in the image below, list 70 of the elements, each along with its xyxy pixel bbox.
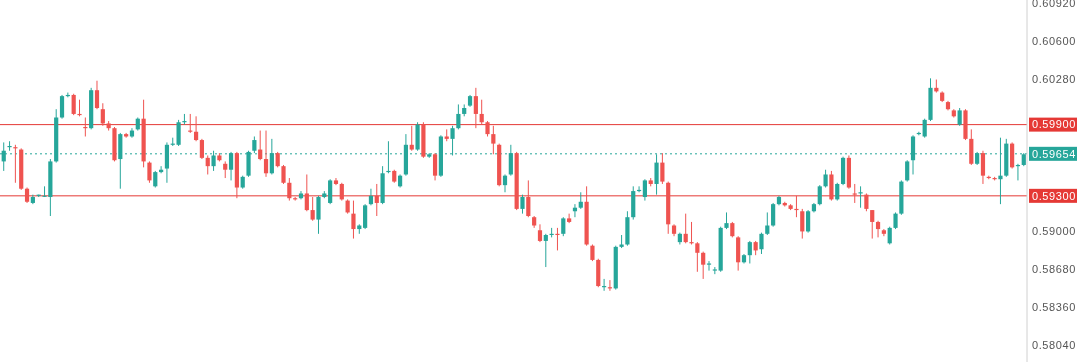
candlestick [747,240,752,264]
candlestick [875,220,881,238]
y-tick-label: 0.59000 [1032,225,1076,238]
candlestick [520,194,525,215]
y-tick-label: 0.60280 [1032,73,1076,86]
candlestick [199,138,205,160]
candlestick [1010,141,1015,170]
y-tick-label: 0.58680 [1032,263,1076,276]
candlestick [695,241,700,273]
candlestick [561,216,566,237]
candlestick [502,173,508,193]
candlestick [479,99,484,126]
candlestick [258,130,263,161]
candlestick [800,208,805,240]
candlestick [316,195,321,235]
y-tick-label: 0.58360 [1032,301,1076,314]
candlestick [771,202,776,228]
candlestick [706,260,712,272]
candlestick [374,183,379,217]
candlestick [543,233,548,268]
candlestick [491,125,496,155]
candlestick [409,125,414,152]
candlestick [765,211,770,236]
candlestick [870,209,875,240]
candlestick [281,164,286,185]
candlestick [473,87,478,129]
candlestick [567,213,572,224]
y-tick-label: 0.58040 [1032,339,1076,352]
candlestick [508,144,513,177]
candlestick [806,209,811,234]
candlestick [689,221,694,245]
candlestick [642,178,647,202]
candlestick [182,113,187,126]
candlestick [852,183,857,204]
candlestick [980,150,986,185]
candlestick [858,185,863,209]
y-tick-label: 0.60920 [1032,0,1076,10]
candlestick [228,151,234,181]
candlestick [193,115,199,142]
candlestick [100,102,105,127]
candlestick [205,154,210,175]
candlestick [701,251,706,280]
candlestick [328,178,333,205]
candlestick [526,179,531,218]
candlestick [922,118,927,139]
candlestick [94,80,100,110]
candlestick [660,152,665,185]
candlestick [147,160,152,184]
ref-line-label: 0.59300 [1032,189,1076,202]
candlestick [817,184,822,206]
candlestick [351,200,356,240]
candlestick [304,173,309,212]
candlestick [263,130,269,178]
candlestick [310,196,315,222]
candlestick [59,94,65,120]
candlestick [759,232,764,255]
candlestick [905,159,910,183]
ref-line-label: 0.59654 [1032,147,1076,160]
candlestick [287,177,292,202]
candlestick [555,227,560,251]
y-tick-label: 0.60600 [1032,35,1076,48]
candlestick [368,188,374,206]
candlestick [456,103,461,130]
candlestick [683,213,688,244]
candlestick [7,140,12,152]
candlestick [794,195,799,218]
candlestick [432,152,438,181]
candlestick [71,93,76,116]
ref-line-label: 0.59900 [1032,118,1076,131]
candlestick [363,203,368,230]
